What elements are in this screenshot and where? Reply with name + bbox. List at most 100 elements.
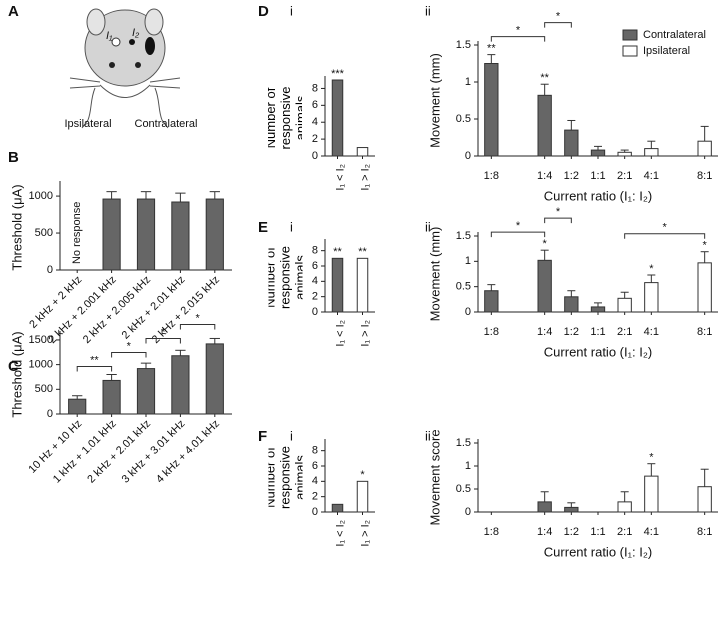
significance-label: * [663, 222, 668, 234]
y-tick-label: 8 [312, 245, 318, 257]
x-tick-label: 4 kHz + 4.01 kHz [154, 418, 222, 486]
significance-label: * [360, 469, 365, 481]
significance-bracket [179, 324, 216, 330]
y-axis-label: Number of responsive animals [268, 86, 302, 150]
electrode-label: I₁ [106, 30, 113, 42]
error-bar [487, 284, 496, 291]
significance-label: * [161, 326, 166, 338]
error-bar [209, 191, 220, 200]
significance-label: *** [331, 68, 345, 80]
bar [564, 129, 579, 157]
x-tick-label: I₁ < I₂ [334, 164, 346, 191]
y-tick-label: 1.5 [456, 437, 471, 449]
x-tick-label: 8:1 [697, 326, 712, 338]
bar [617, 151, 632, 157]
y-tick-label: 0.5 [456, 113, 471, 125]
bar [356, 480, 369, 513]
error-bar [620, 291, 629, 299]
y-axis-label: Number of responsive animals [268, 246, 302, 309]
subpanel-label: i [290, 3, 293, 18]
y-tick-label: 0 [465, 506, 471, 518]
bar [644, 475, 659, 513]
panel-label: A [8, 3, 19, 20]
annotation: No response [71, 202, 83, 264]
x-tick-label: I₁ > I₂ [359, 164, 371, 191]
error-bar [567, 502, 576, 508]
y-tick-label: 6 [312, 260, 318, 272]
significance-bracket [624, 233, 706, 239]
significance-label: * [556, 206, 561, 218]
x-tick-label: 1 kHz + 1.01 kHz [51, 418, 119, 486]
y-axis-label: Movement score [427, 429, 442, 525]
significance-label: * [516, 220, 521, 232]
x-tick-label: 8:1 [697, 170, 712, 182]
side-label: Ipsilateral [64, 118, 111, 130]
bar [697, 140, 712, 157]
panel-label: F [258, 428, 267, 445]
significance-label: ** [487, 43, 496, 55]
y-axis-label: Threshold (μA) [9, 331, 24, 417]
y-tick-label: 1 [465, 76, 471, 88]
error-bar [647, 463, 656, 477]
x-tick-label: I₁ < I₂ [334, 520, 346, 547]
y-tick-label: 0 [312, 306, 318, 318]
error-bar [700, 251, 709, 263]
bar [484, 290, 499, 313]
error-bar [106, 374, 117, 381]
bar [331, 79, 344, 157]
panel-label: E [258, 219, 268, 236]
mouse-illustration: I₁ I₂ Ipsilateral Contralateral [64, 8, 197, 130]
significance-label: * [127, 340, 132, 352]
bar [102, 379, 121, 415]
mouse-head [84, 9, 166, 87]
y-tick-label: 1000 [29, 359, 53, 371]
bar [136, 198, 156, 271]
subpanel-label: ii [425, 3, 431, 18]
y-tick-label: 4 [312, 275, 318, 287]
x-tick-label: I₁ > I₂ [359, 520, 371, 547]
significance-label: * [649, 263, 654, 275]
x-tick-label: I₁ > I₂ [359, 320, 371, 347]
error-bar [620, 491, 629, 502]
bar [697, 486, 712, 513]
legend-label: Ipsilateral [643, 45, 690, 57]
y-tick-label: 2 [312, 491, 318, 503]
legend-swatch [622, 45, 638, 57]
x-tick-label: 1:2 [564, 326, 579, 338]
y-axis-label-box: Number of responsive animals [268, 446, 302, 509]
x-axis-label: Current ratio (I₁: I₂) [544, 544, 652, 559]
legend-swatch [622, 29, 638, 41]
x-tick-label: 4:1 [644, 170, 659, 182]
x-axis-label: Current ratio (I₁: I₂) [544, 344, 652, 359]
y-axis-label: Movement (mm) [427, 227, 442, 322]
y-tick-label: 8 [312, 82, 318, 94]
bar [537, 501, 552, 513]
bar [205, 343, 224, 415]
error-bar [647, 274, 656, 283]
significance-bracket [111, 352, 147, 358]
y-tick-label: 500 [35, 227, 53, 239]
significance-bracket [76, 366, 113, 372]
error-bar [175, 192, 186, 202]
error-bar [540, 83, 549, 96]
mouse-outline [69, 77, 181, 129]
error-bar [567, 119, 576, 131]
significance-label: ** [358, 246, 367, 258]
bar [644, 282, 659, 313]
error-bar [700, 125, 709, 142]
y-tick-label: 2 [312, 133, 318, 145]
error-bar [487, 54, 496, 64]
y-tick-label: 0 [312, 150, 318, 162]
error-bar [594, 145, 602, 151]
bar [617, 501, 632, 513]
x-tick-label: 8:1 [697, 526, 712, 538]
error-bar [620, 149, 629, 153]
y-axis-label-box: Number of responsive animals [268, 86, 302, 150]
x-axis-label: Current ratio (I₁: I₂) [544, 188, 652, 203]
x-tick-label: 1:1 [590, 526, 605, 538]
error-bar [106, 191, 117, 200]
mouse-ear [144, 8, 164, 36]
significance-label: ** [333, 246, 342, 258]
error-bar [72, 395, 83, 400]
